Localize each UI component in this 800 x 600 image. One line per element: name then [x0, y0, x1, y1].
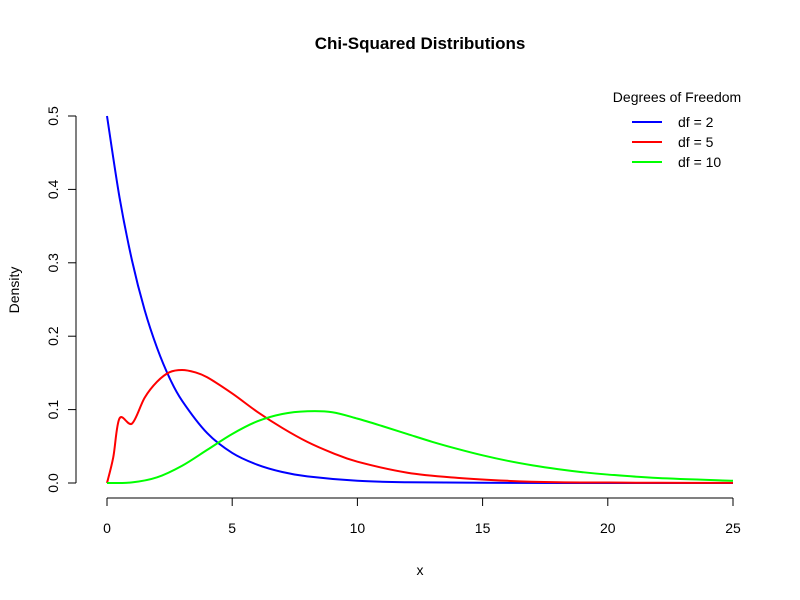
y-tick-label: 0.1: [45, 400, 61, 420]
x-tick-label: 10: [350, 520, 366, 536]
legend: Degrees of Freedom df = 2 df = 5 df = 10: [613, 89, 741, 170]
series-line-3: [106, 410, 734, 485]
y-tick-label: 0.0: [45, 473, 61, 493]
y-tick-label: 0.2: [45, 326, 61, 346]
y-tick-label: 0.5: [45, 106, 61, 126]
legend-label: df = 10: [678, 154, 721, 170]
chart-title: Chi-Squared Distributions: [315, 34, 526, 53]
legend-items: df = 2 df = 5 df = 10: [632, 114, 721, 170]
legend-label: df = 2: [678, 114, 714, 130]
legend-title: Degrees of Freedom: [613, 89, 741, 105]
x-axis-label: x: [417, 562, 424, 578]
y-axis-label: Density: [6, 267, 22, 314]
x-tick-label: 5: [228, 520, 236, 536]
x-tick-label: 25: [725, 520, 741, 536]
legend-label: df = 5: [678, 134, 714, 150]
y-axis-ticks: 0.0 0.1 0.2 0.3 0.4 0.5: [45, 106, 76, 493]
y-tick-label: 0.3: [45, 253, 61, 273]
y-tick-label: 0.4: [45, 179, 61, 199]
series-curves: [106, 115, 734, 485]
x-tick-label: 0: [103, 520, 111, 536]
series-line-1: [106, 115, 734, 485]
x-tick-label: 15: [475, 520, 491, 536]
series-line-2: [106, 368, 734, 484]
x-tick-label: 20: [600, 520, 616, 536]
x-axis-ticks: 0 5 10 15 20 25: [103, 498, 741, 536]
